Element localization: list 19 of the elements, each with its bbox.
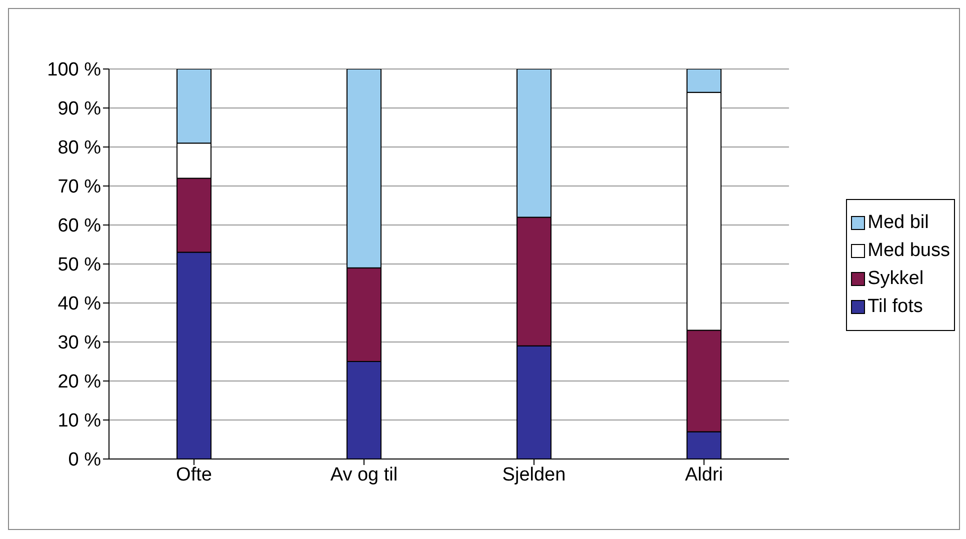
y-tick-label: 50 % <box>58 254 102 276</box>
legend-label: Med buss <box>868 240 950 262</box>
y-tick-label: 40 % <box>58 294 102 315</box>
y-tick-label: 30 % <box>58 332 102 354</box>
x-tick-label: Sjelden <box>502 464 566 486</box>
legend-label: Til fots <box>868 296 923 318</box>
y-tick-label: 100 % <box>47 60 102 81</box>
legend-label: Med bil <box>868 212 929 234</box>
y-tick-label: 10 % <box>58 410 102 432</box>
legend-label: Sykkel <box>868 268 924 290</box>
x-tick-label: Aldri <box>684 464 724 486</box>
y-tick-label: 20 % <box>58 372 102 393</box>
y-tick-label: 0 % <box>68 450 102 471</box>
y-tick-label: 80 % <box>58 138 102 159</box>
x-tick-label: Av og til <box>330 464 398 486</box>
y-tick-label: 90 % <box>58 98 102 120</box>
y-tick-label: 60 % <box>58 216 102 237</box>
y-tick-label: 70 % <box>58 176 102 198</box>
x-tick-label: Ofte <box>176 464 212 486</box>
